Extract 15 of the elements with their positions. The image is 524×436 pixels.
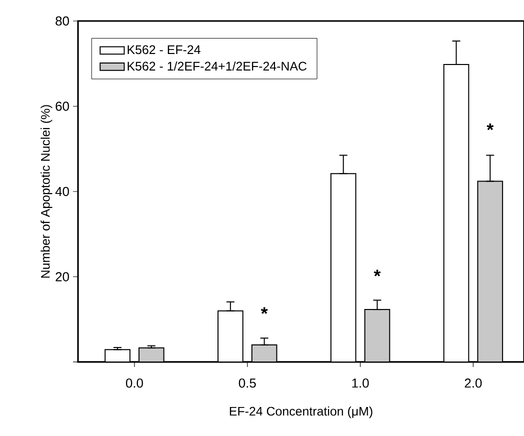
legend-label: K562 - EF-24	[128, 45, 200, 54]
x-tick-label: 0.5	[238, 378, 256, 388]
y-tick-label: 20	[56, 272, 69, 282]
x-tick-label: 2.0	[464, 378, 482, 388]
legend-label: K562 - 1/2EF-24+1/2EF-24-NAC	[128, 61, 307, 71]
x-tick-label: 1.0	[352, 378, 369, 388]
x-tick-label: 0.0	[126, 378, 143, 388]
x-axis-title: EF-24 Concentration (μM)	[230, 406, 372, 418]
annotation: *	[486, 124, 494, 130]
y-tick-label: 40	[55, 186, 69, 196]
y-axis-title: Number of Apoptotic Nuclei (%)	[40, 105, 52, 278]
y-tick-label: 80	[56, 16, 69, 26]
y-tick-label: 60	[56, 102, 69, 111]
annotation: *	[260, 307, 268, 314]
annotation: *	[374, 270, 381, 276]
